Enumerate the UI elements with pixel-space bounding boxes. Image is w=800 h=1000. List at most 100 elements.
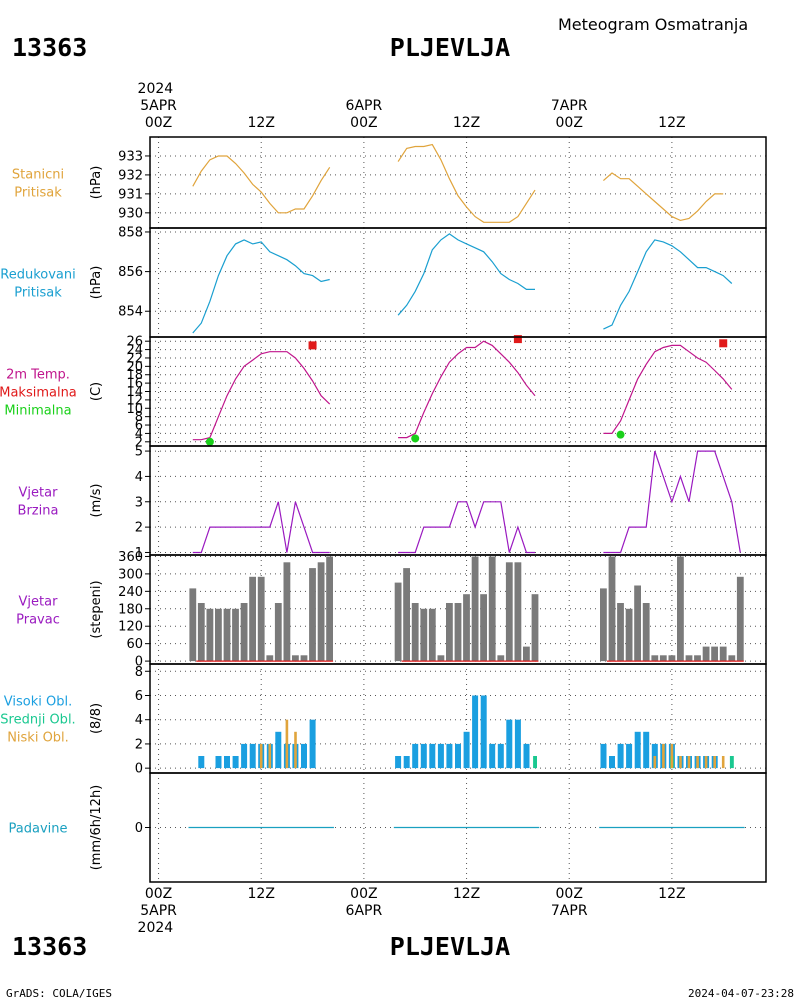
bar (506, 719, 513, 769)
time-label-top: 5APR (140, 98, 177, 114)
bar (626, 743, 633, 769)
bar (711, 646, 718, 662)
bar (285, 719, 289, 769)
y-tick-label: 0 (135, 655, 143, 670)
y-axis-label: (8/8) (89, 703, 104, 734)
time-label-top: 00Z (145, 115, 172, 131)
y-tick-label: 854 (118, 305, 143, 320)
meteogram-title: Meteogram Osmatranja (558, 15, 748, 34)
min-temp-marker (616, 430, 625, 439)
y-tick-label: 930 (118, 206, 143, 221)
bar (223, 608, 231, 662)
panel-frame (149, 445, 767, 556)
bar (617, 603, 624, 662)
bar (215, 608, 222, 662)
bar (679, 756, 682, 769)
bar (728, 655, 736, 662)
y-tick-label: 300 (118, 567, 143, 582)
bar (668, 655, 676, 662)
bar (531, 594, 539, 662)
bar (257, 576, 265, 662)
y-axis-label: (mm/6h/12h) (89, 785, 104, 871)
bar (301, 743, 307, 769)
bar (403, 568, 410, 662)
time-label-top: 6APR (346, 98, 383, 114)
bar (309, 568, 316, 662)
time-label-bottom: 6APR (346, 903, 383, 919)
bar (268, 743, 272, 769)
y-tick-label: 2 (135, 435, 143, 450)
y-axis-label: (C) (89, 382, 104, 401)
panel-label: Minimalna (4, 404, 71, 419)
y-tick-label: 0 (135, 762, 143, 777)
bar (412, 743, 419, 769)
bar (523, 646, 530, 662)
bar (454, 603, 462, 662)
y-tick-label: 26 (126, 335, 143, 350)
station-id-top: 13363 (12, 33, 87, 62)
bar (729, 756, 734, 769)
min-temp-marker (205, 437, 214, 446)
bar (189, 588, 197, 662)
bar (721, 756, 725, 769)
y-tick-label: 10 (126, 402, 143, 417)
bar (232, 608, 239, 662)
bar (326, 556, 333, 662)
y-tick-label: 2 (135, 521, 143, 536)
panel-label: Pritisak (14, 286, 62, 301)
bar (472, 695, 479, 769)
y-tick-label: 16 (126, 377, 143, 392)
bar (249, 576, 256, 662)
y-tick-label: 4 (135, 713, 143, 728)
series-line (397, 233, 535, 316)
bar (505, 562, 513, 662)
bar (420, 743, 427, 769)
bar (428, 608, 436, 662)
bar (533, 756, 537, 769)
y-tick-label: 8 (135, 665, 143, 680)
time-label-bottom: 5APR (140, 903, 177, 919)
y-axis-label: (hPa) (89, 166, 104, 200)
time-label-bottom: 00Z (145, 886, 172, 902)
y-tick-label: 24 (126, 343, 143, 358)
time-label-bottom: 12Z (658, 886, 685, 902)
panel-label: Pritisak (14, 186, 62, 201)
bar (600, 743, 607, 769)
bar (294, 731, 297, 769)
y-tick-label: 14 (126, 385, 143, 400)
y-tick-label: 6 (135, 419, 143, 434)
bar (642, 603, 650, 662)
time-label-top: 12Z (248, 115, 275, 131)
y-tick-label: 933 (118, 149, 143, 164)
bar (455, 743, 461, 769)
bar (677, 556, 684, 662)
series-line (603, 239, 733, 330)
series-line (192, 351, 331, 441)
bar (659, 655, 667, 662)
panel-label: Brzina (18, 504, 59, 519)
bar (283, 562, 291, 662)
series-line (398, 501, 535, 554)
bar (480, 594, 487, 662)
panel-label: Visoki Obl. (4, 695, 72, 710)
series-line (192, 501, 330, 554)
panel-frame (149, 136, 767, 229)
time-label-bottom: 7APR (551, 903, 588, 919)
bar (489, 743, 496, 769)
bar (317, 562, 325, 662)
panel-label: Vjetar (19, 595, 59, 610)
bar (719, 646, 727, 662)
bar (395, 756, 402, 769)
panel-label: Srednji Obl. (0, 713, 75, 728)
bar (446, 603, 453, 662)
bar (514, 719, 521, 769)
bar (736, 576, 744, 662)
bar (704, 756, 708, 769)
bar (446, 743, 453, 769)
y-tick-label: 1 (135, 546, 143, 561)
series-line (192, 155, 331, 214)
station-id-bottom: 13363 (12, 932, 87, 961)
bar (514, 562, 522, 662)
bar (437, 655, 445, 662)
bar (625, 608, 633, 662)
